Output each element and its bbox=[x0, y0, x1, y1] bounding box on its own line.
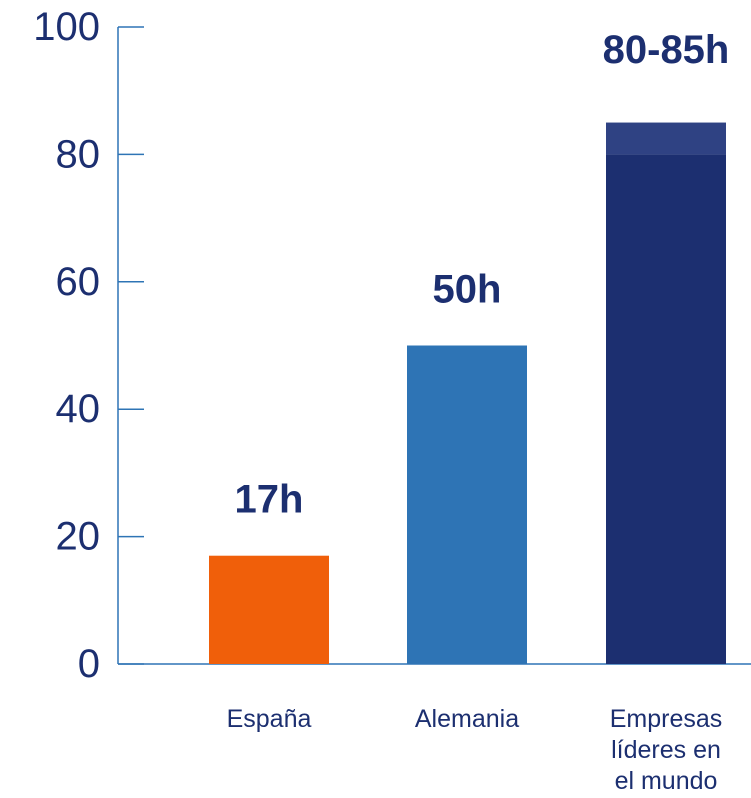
category-label-line: Empresas bbox=[610, 705, 723, 733]
bar bbox=[407, 345, 527, 664]
category-label: Empresas líderes en el mundo bbox=[610, 705, 723, 795]
y-tick-label: 20 bbox=[56, 515, 101, 559]
category-label-line: el mundo bbox=[615, 767, 718, 795]
chart-axes: 0 20 40 60 80 100 bbox=[33, 5, 751, 686]
category-label-line: Alemania bbox=[415, 705, 519, 733]
chart-labels: 17h España 50h Alemania 80-85h Empresas lídere… bbox=[227, 28, 730, 795]
data-label: 80-85h bbox=[603, 28, 730, 72]
y-tick-label: 40 bbox=[56, 387, 101, 431]
bar-range-extension bbox=[606, 122, 726, 155]
category-label-line: líderes en bbox=[611, 736, 721, 764]
category-label-line: España bbox=[227, 705, 312, 733]
bar bbox=[606, 154, 726, 664]
y-tick-label: 0 bbox=[78, 642, 100, 686]
data-label: 17h bbox=[235, 478, 304, 522]
data-label: 50h bbox=[433, 268, 502, 312]
chart-bars bbox=[209, 122, 726, 664]
category-label: España bbox=[227, 705, 312, 733]
y-tick-label: 80 bbox=[56, 132, 101, 176]
y-tick-label: 100 bbox=[33, 5, 100, 49]
y-tick-label: 60 bbox=[56, 260, 101, 304]
category-label: Alemania bbox=[415, 705, 519, 733]
bar bbox=[209, 555, 329, 664]
